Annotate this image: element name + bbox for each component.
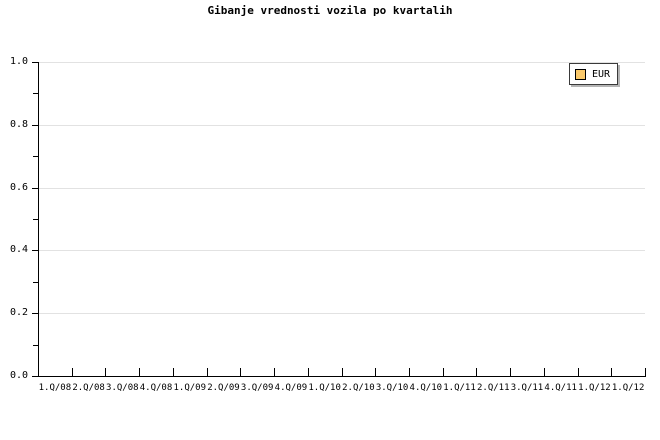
x-axis-label: 3.Q/11 [510, 383, 544, 393]
x-tick [476, 368, 477, 376]
y-tick-minor [33, 156, 38, 158]
y-tick-major [32, 124, 38, 126]
x-tick [578, 368, 579, 376]
x-tick [409, 368, 410, 376]
y-tick-major [32, 376, 38, 377]
x-axis-label: 2.Q/09 [207, 383, 240, 393]
x-tick [72, 368, 73, 376]
x-tick [510, 368, 511, 376]
y-axis-label: 0.2 [9, 307, 28, 319]
x-axis-label: 4.Q/11 [544, 383, 577, 393]
chart-legend[interactable]: EUR [569, 63, 619, 85]
x-axis-label: 1.Q/09 [173, 383, 207, 393]
gridline-y [38, 124, 645, 126]
y-axis-label: 1.0 [9, 56, 28, 67]
legend-swatch-eur [575, 68, 586, 80]
x-tick [611, 368, 612, 376]
x-tick [645, 368, 646, 376]
x-axis-label: 2.Q/08 [72, 383, 105, 393]
x-tick [207, 368, 208, 376]
x-tick [240, 368, 241, 376]
x-axis-label: 3.Q/10 [375, 383, 409, 393]
x-tick [342, 368, 343, 376]
x-axis-label: 2.Q/11 [476, 383, 510, 393]
x-tick [308, 368, 309, 376]
x-tick [274, 368, 275, 376]
x-axis-line [38, 376, 646, 377]
y-tick-minor [33, 281, 38, 283]
y-axis-label: 0.8 [9, 118, 28, 130]
x-tick [375, 368, 376, 376]
x-tick [105, 368, 106, 376]
gridline-y [38, 187, 645, 189]
x-axis-label: 3.Q/08 [106, 383, 139, 393]
x-tick [443, 368, 444, 376]
x-axis-label: 2.Q/10 [342, 383, 375, 393]
y-axis-line [38, 62, 39, 377]
x-tick [38, 368, 39, 376]
gridline-y [38, 250, 645, 252]
gridline-y [38, 313, 645, 315]
y-axis-label: 0.0 [9, 370, 28, 381]
y-tick-minor [33, 219, 38, 220]
y-tick-minor [33, 93, 38, 95]
y-axis-label: 0.4 [9, 244, 28, 256]
x-tick [173, 368, 174, 376]
gridline-y [38, 62, 645, 63]
y-tick-minor [33, 344, 38, 346]
y-tick-major [32, 187, 38, 189]
chart-title: Gibanje vrednosti vozila po kvartalih [207, 4, 453, 17]
x-axis-label: 4.Q/10 [409, 383, 443, 393]
x-axis-label: 1.Q/10 [308, 383, 341, 393]
y-axis-label: 0.6 [9, 181, 28, 193]
x-axis-label: 1.Q/11 [443, 383, 476, 393]
legend-label-eur: EUR [592, 68, 611, 80]
x-axis-label: 3.Q/09 [240, 383, 274, 393]
x-axis-label: 1.Q/12 [611, 383, 645, 393]
x-axis-label: 4.Q/09 [274, 383, 308, 393]
x-tick [544, 368, 545, 376]
x-tick [139, 368, 140, 376]
plot-area [38, 62, 645, 376]
x-axis-label: 1.Q/12 [578, 383, 611, 393]
x-axis-label: 4.Q/08 [139, 383, 173, 393]
y-tick-major [32, 313, 38, 315]
y-tick-major [32, 62, 38, 63]
y-tick-major [32, 250, 38, 252]
x-axis-label: 1.Q/08 [38, 383, 72, 393]
